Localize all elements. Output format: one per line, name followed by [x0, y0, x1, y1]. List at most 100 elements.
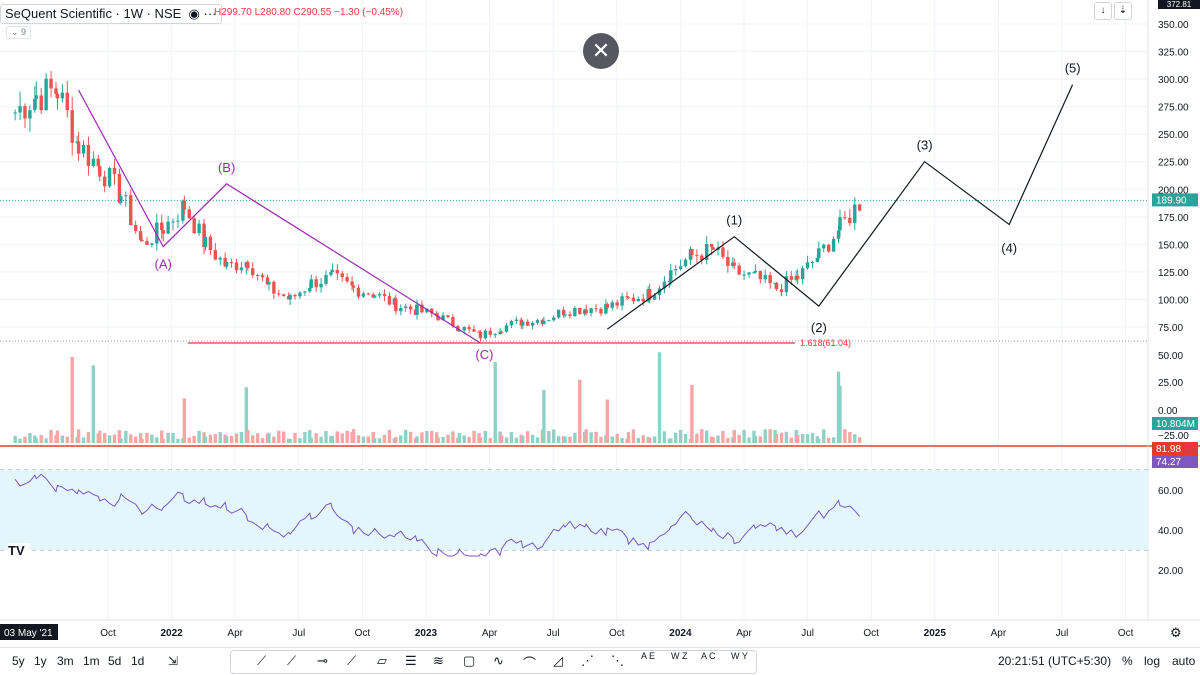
candle-body-29: [138, 231, 143, 240]
candle-body-116: [504, 325, 509, 332]
candle-body-5: [34, 95, 38, 99]
chart-svg[interactable]: 1.618(61.04) (A) (B) (C) (1) (2) (3) (4) (5) 35…: [0, 0, 1200, 647]
volume-bar-16: [81, 437, 86, 443]
candle-body-165: [711, 247, 715, 250]
candle-body-21: [102, 176, 107, 187]
timeframe-3m[interactable]: 3m: [57, 654, 74, 668]
hline-icon[interactable]: ⊸: [317, 653, 328, 668]
volume-bar-181: [779, 432, 784, 443]
volume-bar-46: [208, 434, 213, 443]
candle-body-62: [277, 293, 281, 295]
volume-bar-170: [732, 430, 736, 443]
price-axis[interactable]: 350.00 325.00 300.00 275.00 250.00 225.00 200.…: [1152, 20, 1198, 577]
candle-body-155: [669, 270, 673, 282]
rsi-tick-1: 40.00: [1158, 526, 1183, 537]
more-icon[interactable]: ···: [203, 6, 217, 21]
settings-button[interactable]: ⇣: [1114, 2, 1132, 20]
fib-fan-icon[interactable]: ≋: [433, 653, 444, 668]
volume-bar-30: [140, 438, 144, 443]
candle-body-146: [631, 297, 636, 302]
indicator-badge[interactable]: ⌄ 9: [6, 26, 32, 39]
candle-body-47: [213, 250, 218, 260]
wave-label-abc-2: (B): [218, 160, 235, 175]
candle-body-135: [584, 309, 588, 314]
candle-body-2: [23, 106, 27, 119]
volume-bar-156: [674, 432, 678, 443]
candle-body-129: [561, 309, 566, 316]
volume-bar-7: [44, 438, 48, 443]
volume-bar-147: [636, 437, 641, 443]
fib-label: 1.618(61.04): [800, 338, 851, 348]
volume-bar-10: [55, 430, 60, 443]
fib-icon[interactable]: ☰: [405, 653, 417, 668]
volume-bar-11: [60, 435, 65, 443]
timeframe-5y[interactable]: 5y: [12, 654, 25, 668]
candle-body-125: [542, 320, 546, 325]
candle-body-141: [610, 302, 614, 308]
candle-body-131: [568, 314, 572, 316]
wave-wy-icon[interactable]: W Y: [731, 651, 748, 661]
candle-body-37: [171, 221, 175, 223]
candle-body-160: [690, 249, 694, 255]
price-tick-13: 25.00: [1158, 378, 1183, 389]
volume-bar-73: [324, 431, 328, 443]
volume-bar-105: [457, 433, 461, 443]
candle-body-123: [535, 320, 540, 323]
volume-bar-138: [599, 436, 603, 443]
volume-bar-69: [308, 430, 312, 443]
volume-bar-29: [138, 433, 143, 443]
volume-bar-93: [408, 431, 413, 443]
candle-body-61: [272, 281, 276, 294]
rectangle-icon[interactable]: ▢: [463, 653, 476, 668]
wave-pattern-icon[interactable]: ⋱: [611, 653, 624, 668]
volume-badge: 10.804M: [1156, 419, 1195, 430]
candle-body-36: [166, 221, 170, 234]
volume-bar-168: [726, 438, 730, 443]
volume-bar-15: [76, 429, 81, 443]
candle-body-75: [330, 269, 335, 273]
volume-bar-98: [430, 430, 434, 443]
close-icon[interactable]: ✕: [583, 33, 619, 69]
channel-icon[interactable]: ▱: [377, 653, 387, 668]
candle-body-121: [525, 321, 530, 326]
wave-ae-icon[interactable]: A E: [641, 651, 656, 661]
price-tick-7: 175.00: [1158, 213, 1189, 224]
trendline-icon[interactable]: ⟋: [257, 653, 267, 668]
timeframe-1d[interactable]: 1d: [131, 654, 145, 668]
auto-toggle[interactable]: auto: [1172, 654, 1196, 668]
time-axis[interactable]: Oct 2022 Apr Jul Oct 2023 Apr Jul Oct 2024 Apr Jul O…: [0, 624, 1182, 640]
volume-bar-188: [810, 433, 815, 443]
candle-body-11: [60, 92, 65, 99]
eye-icon[interactable]: ◉: [184, 6, 200, 21]
path-icon[interactable]: ∿: [493, 653, 504, 668]
candle-body-53: [239, 267, 244, 271]
percent-toggle[interactable]: %: [1122, 654, 1133, 668]
extended-line-icon[interactable]: ⟋: [347, 653, 357, 668]
scroll-right-button[interactable]: ↓: [1094, 2, 1112, 20]
log-toggle[interactable]: log: [1144, 654, 1161, 668]
volume-bar-197: [848, 431, 852, 443]
volume-bar-21: [102, 432, 107, 443]
volume-bar-92: [403, 429, 408, 443]
wave-12345-icon[interactable]: ⋰: [581, 653, 594, 668]
curve-icon[interactable]: ⌒: [523, 656, 537, 671]
volume-bar-55: [246, 429, 250, 443]
wave-wz-icon[interactable]: W Z: [671, 651, 688, 661]
timeframe-1m[interactable]: 1m: [83, 654, 100, 668]
candle-body-180: [774, 282, 779, 290]
timeframe-5d[interactable]: 5d: [108, 654, 122, 668]
date-range-icon[interactable]: ⇲: [168, 654, 179, 668]
clock[interactable]: 20:21:51 (UTC+5:30): [998, 654, 1112, 668]
wave-label-impulse-4: (4): [1001, 241, 1017, 256]
triangle-icon[interactable]: ◿: [553, 653, 563, 668]
timeframe-1y[interactable]: 1y: [34, 654, 47, 668]
volume-bars: [13, 352, 862, 443]
ray-icon[interactable]: ⟋: [287, 653, 297, 668]
volume-bar-107: [467, 436, 471, 443]
candle-body-30: [140, 239, 144, 241]
candle-body-66: [293, 294, 297, 297]
volume-bar-118: [514, 437, 519, 443]
symbol-title[interactable]: SeQuent Scientific · 1W · NSE ◉ ···: [0, 4, 222, 24]
volume-bar-52: [234, 433, 239, 443]
wave-ac-icon[interactable]: A C: [701, 651, 716, 661]
